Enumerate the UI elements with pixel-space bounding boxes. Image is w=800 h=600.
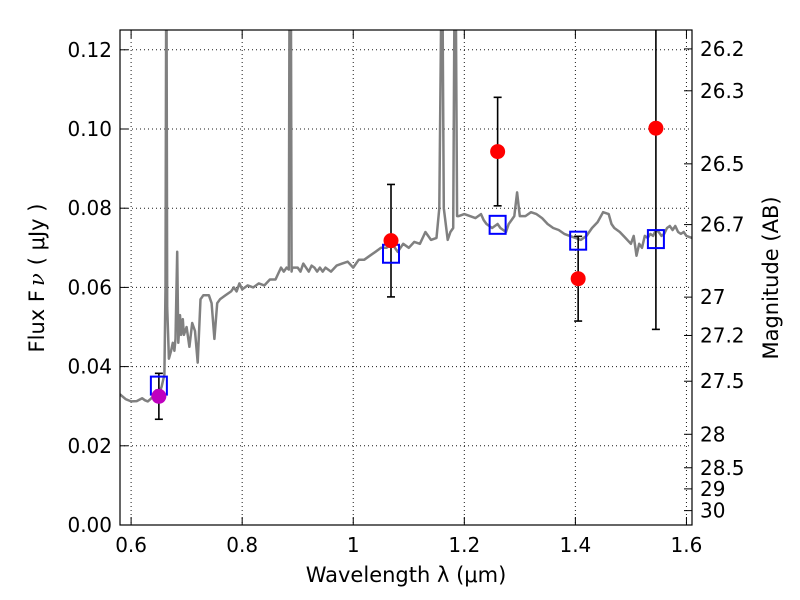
y-right-tick-label: 29 [700,477,725,501]
observed-flux-point [570,271,586,287]
y-right-tick-label: 26.7 [700,213,745,237]
y-right-tick-label: 27.5 [700,369,745,393]
y-right-tick-label: 28 [700,422,725,446]
model-photometry-marker [488,214,507,235]
grid-layer [120,30,692,526]
observed-flux-point [490,144,506,160]
y-tick-label: 0.06 [67,275,112,299]
x-tick-label: 0.8 [226,533,258,557]
x-tick-label: 1.2 [448,533,480,557]
y-tick-label: 0.12 [67,38,112,62]
y-right-tick-label: 30 [700,499,725,523]
y-right-tick-label: 26.2 [700,37,745,61]
observed-flux-point [151,388,167,404]
y-right-tick-label: 26.3 [700,79,745,103]
plot-frame [119,29,693,526]
observed-flux-point [648,120,664,136]
y-axis-label: Flux F ν ( μJy ) [25,204,49,353]
observed-flux-point [383,233,399,249]
y-axis-label-unit: ( μJy ) [25,204,49,266]
y-tick-label: 0.08 [67,196,112,220]
y-axis-left: 0.00 0.02 0.04 0.06 0.08 0.10 0.12 [67,38,128,537]
y-axis-label-main: Flux F [25,290,49,352]
y-right-tick-label: 26.5 [700,152,745,176]
model-spectrum-line [120,30,692,403]
y-axis-right-label: Magnitude (AB) [759,196,783,359]
y-right-tick-label: 27 [700,285,725,309]
y-right-tick-label: 28.5 [700,456,745,480]
x-axis: 0.6 0.8 1 1.2 1.4 1.6 [115,30,702,557]
plot-layer [120,30,692,421]
x-tick-label: 0.6 [115,533,147,557]
y-tick-label: 0.00 [67,513,112,537]
model-photometry-marker [646,229,665,250]
y-axis-label-subscript: ν [25,273,49,286]
y-tick-label: 0.04 [67,355,112,379]
model-photometry-marker [569,230,588,251]
y-tick-label: 0.10 [67,117,112,141]
x-tick-label: 1.6 [671,533,703,557]
x-tick-label: 1.4 [559,533,591,557]
x-axis-label: Wavelength λ (μm) [306,563,507,587]
y-tick-label: 0.02 [67,434,112,458]
x-tick-label: 1 [347,533,360,557]
y-right-tick-label: 27.2 [700,323,745,347]
